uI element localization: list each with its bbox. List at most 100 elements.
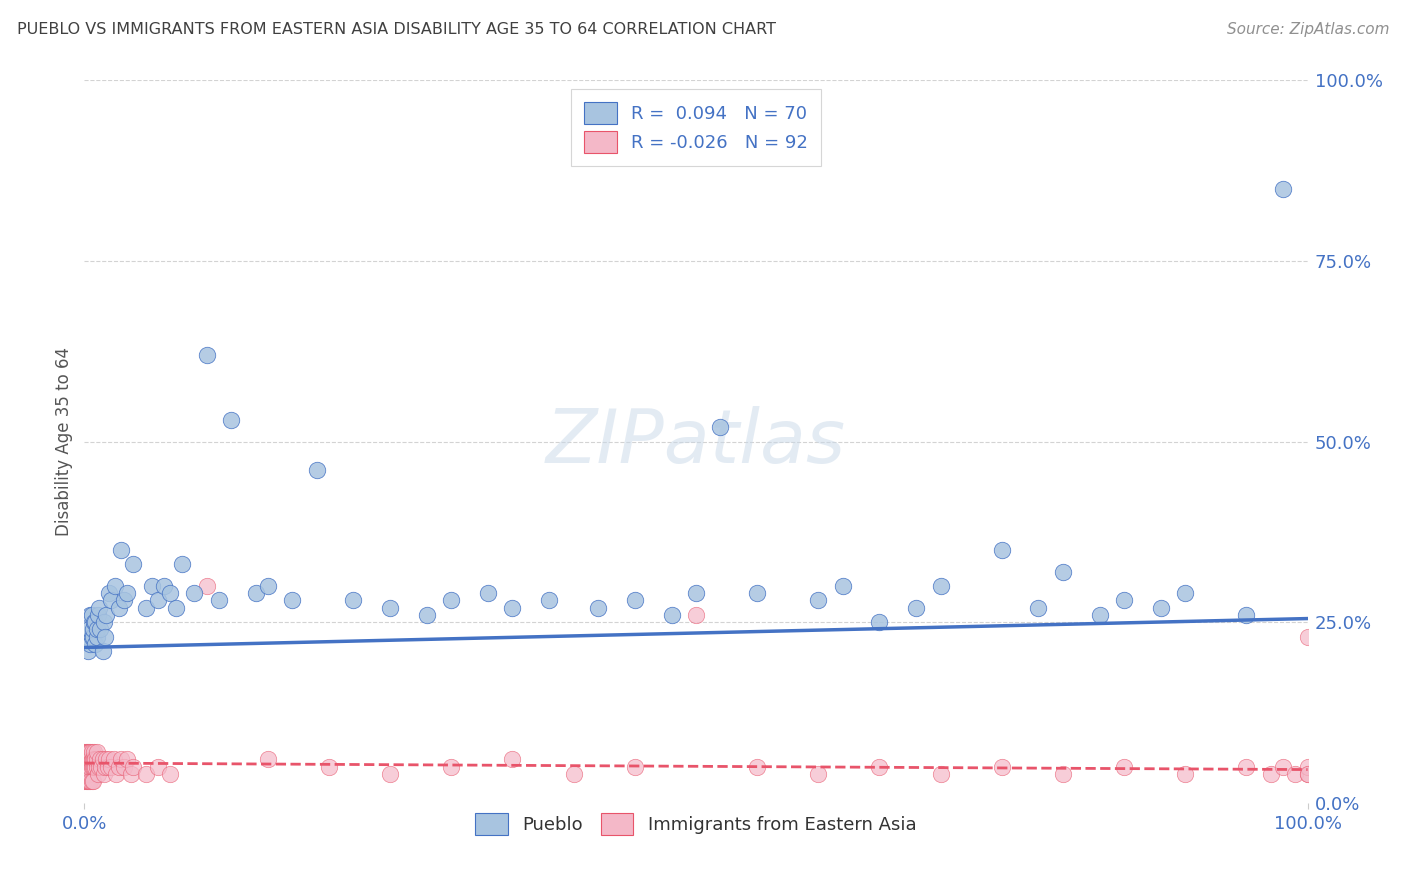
Point [195,579,218,593]
Point [79,774,101,789]
Legend: Pueblo, Immigrants from Eastern Asia: Pueblo, Immigrants from Eastern Asia [467,805,925,845]
Point [79,637,101,651]
Point [80,607,103,622]
Point [159,767,181,781]
Point [159,586,181,600]
Point [807,593,830,607]
Point [1272,182,1295,196]
Point [905,600,928,615]
Point [86,745,108,759]
Point [1284,767,1306,781]
Point [84,637,107,651]
Point [94,630,117,644]
Point [991,760,1014,774]
Point [1052,565,1074,579]
Point [86,630,108,644]
Point [107,600,129,615]
Point [991,542,1014,557]
Point [89,623,111,637]
Point [73,774,96,789]
Point [84,752,107,766]
Point [624,760,647,774]
Y-axis label: Disability Age 35 to 64: Disability Age 35 to 64 [55,347,73,536]
Point [1272,760,1295,774]
Point [83,760,105,774]
Point [77,760,100,774]
Point [380,767,402,781]
Point [1296,767,1319,781]
Point [86,623,108,637]
Point [105,767,128,781]
Point [869,760,891,774]
Point [87,760,110,774]
Point [107,760,129,774]
Point [245,586,267,600]
Point [77,774,100,789]
Point [83,745,105,759]
Point [75,752,97,766]
Point [318,760,340,774]
Point [110,542,132,557]
Point [77,760,100,774]
Point [685,607,707,622]
Point [112,760,135,774]
Point [82,760,104,774]
Point [94,760,117,774]
Point [440,760,463,774]
Point [1296,760,1319,774]
Point [79,607,101,622]
Point [75,767,97,781]
Point [538,593,561,607]
Point [97,760,120,774]
Point [1236,760,1258,774]
Point [73,745,96,759]
Point [96,607,118,622]
Point [562,767,585,781]
Point [747,586,769,600]
Point [86,760,108,774]
Point [80,630,103,644]
Point [77,644,100,658]
Text: Source: ZipAtlas.com: Source: ZipAtlas.com [1226,22,1389,37]
Point [1088,607,1111,622]
Point [195,348,218,362]
Point [502,600,524,615]
Point [1052,767,1074,781]
Point [97,752,120,766]
Point [257,579,280,593]
Point [165,600,187,615]
Point [342,593,364,607]
Point [305,463,328,477]
Point [80,745,103,759]
Text: PUEBLO VS IMMIGRANTS FROM EASTERN ASIA DISABILITY AGE 35 TO 64 CORRELATION CHART: PUEBLO VS IMMIGRANTS FROM EASTERN ASIA D… [17,22,776,37]
Point [76,774,98,789]
Point [73,767,96,781]
Point [172,558,194,572]
Point [79,752,101,766]
Point [135,600,157,615]
Point [77,623,100,637]
Point [112,593,135,607]
Point [709,420,731,434]
Point [86,752,108,766]
Point [115,586,138,600]
Point [84,760,107,774]
Point [141,579,163,593]
Point [82,630,104,644]
Point [685,586,707,600]
Point [1114,760,1136,774]
Point [80,774,103,789]
Point [1260,767,1282,781]
Point [831,579,853,593]
Point [1296,767,1319,781]
Point [96,752,118,766]
Point [79,745,101,759]
Point [80,752,103,766]
Point [122,760,145,774]
Point [87,600,110,615]
Point [1236,607,1258,622]
Point [110,752,132,766]
Point [75,774,97,789]
Point [91,752,114,766]
Point [477,586,499,600]
